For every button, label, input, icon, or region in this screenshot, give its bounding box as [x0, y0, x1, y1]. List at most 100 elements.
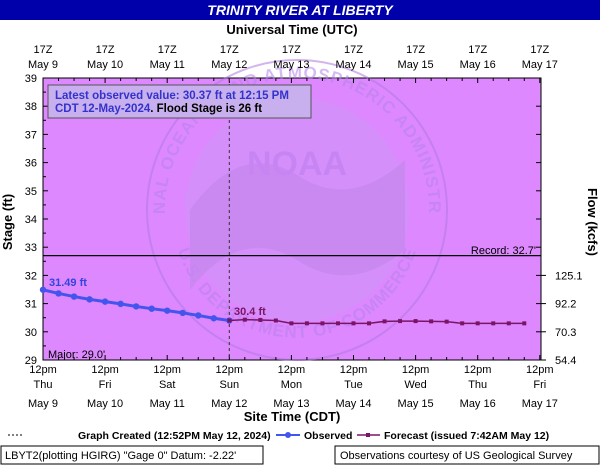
bottom-tick-time: 12pm [340, 364, 368, 376]
bottom-axis-title: Site Time (CDT) [244, 409, 341, 424]
bottom-tick-day: Wed [404, 379, 426, 391]
latest-value-date: CDT 12-May-2024 [55, 103, 151, 115]
forecast-point [227, 318, 232, 323]
observed-point [164, 307, 171, 314]
observed-point [70, 293, 78, 300]
record-label: Record: 32.7' [471, 245, 536, 257]
forecast-point [320, 321, 325, 326]
forecast-point [460, 321, 465, 326]
legend-forecast-marker [366, 433, 370, 437]
top-tick-date: May 12 [211, 59, 247, 71]
bottom-tick-date: May 15 [398, 398, 434, 410]
observed-end-label: 30.4 ft [234, 306, 266, 318]
flood-stage-text: . Flood Stage is 26 ft [150, 103, 262, 115]
observed-point [148, 305, 155, 312]
forecast-point [444, 319, 449, 324]
forecast-point [289, 321, 294, 326]
bottom-tick-day: Thu [468, 379, 487, 391]
forecast-point [367, 321, 372, 326]
stage-tick-label: 29 [25, 355, 37, 367]
tick-labels: 17Z May 9 12pm Thu May 9 17Z May 10 12pm Fri May … [25, 44, 583, 410]
legend-observed: Observed [304, 430, 352, 442]
chart-title: TRINITY RIVER AT LIBERTY [207, 2, 394, 18]
stage-tick-label: 31 [25, 299, 37, 311]
bottom-tick-time: 12pm [29, 364, 57, 376]
bottom-tick-date: May 11 [150, 398, 185, 410]
observed-point [39, 286, 47, 293]
bottom-tick-date: May 10 [87, 398, 123, 410]
legend: Graph Created (12:52PM May 12, 2024) Obs… [8, 430, 549, 442]
observed-point [195, 312, 202, 319]
footer-left-box [0, 445, 264, 465]
observed-start-label: 31.49 ft [49, 277, 87, 289]
top-tick-date: May 16 [460, 59, 496, 71]
bottom-tick-day: Mon [281, 379, 302, 391]
bottom-tick-day: Thu [34, 379, 53, 391]
forecast-point [335, 321, 340, 326]
footer-right-box [334, 445, 600, 465]
bottom-tick-day: Fri [99, 379, 112, 391]
observed-point [55, 290, 62, 297]
top-tick-time: 17Z [468, 44, 487, 56]
bottom-tick-time: 12pm [464, 364, 492, 376]
top-tick-time: 17Z [344, 44, 363, 56]
top-tick-time: 17Z [34, 44, 53, 56]
forecast-point [475, 321, 480, 326]
observed-point [132, 303, 140, 310]
bottom-tick-day: Fri [533, 379, 546, 391]
top-tick-date: May 13 [273, 59, 309, 71]
forecast-point [522, 321, 527, 326]
latest-value-box [47, 84, 312, 119]
forecast-series-line [229, 318, 525, 325]
latest-value-line2: CDT 12-May-2024. Flood Stage is 26 ft [55, 103, 262, 115]
bottom-tick-time: 12pm [526, 364, 554, 376]
top-tick-date: May 17 [522, 59, 558, 71]
stage-tick-label: 39 [25, 73, 37, 85]
forecast-point [382, 319, 387, 324]
stage-tick-label: 38 [25, 101, 37, 113]
top-tick-time: 17Z [220, 44, 239, 56]
footer-datum: LBYT2(plotting HGIRG) "Gage 0" Datum: -2… [5, 450, 236, 462]
bottom-tick-time: 12pm [91, 364, 119, 376]
chart-marks [39, 78, 541, 360]
legend-created: Graph Created (12:52PM May 12, 2024) [78, 430, 271, 442]
bottom-tick-time: 12pm [153, 364, 181, 376]
right-axis-title: Flow (kcfs) [585, 188, 600, 256]
top-tick-time: 17Z [282, 44, 301, 56]
bottom-tick-date: May 12 [211, 398, 247, 410]
major-label: Major: 29.0' [48, 349, 105, 361]
bottom-tick-time: 12pm [278, 364, 306, 376]
forecast-point [304, 321, 309, 326]
bottom-tick-day: Tue [344, 379, 363, 391]
legend-observed-marker [285, 432, 291, 438]
flow-tick-label: 125.1 [555, 270, 583, 282]
bottom-tick-date: May 16 [460, 398, 496, 410]
top-tick-date: May 15 [398, 59, 434, 71]
top-tick-date: May 9 [28, 59, 58, 71]
legend-forecast: Forecast (issued 7:42AM May 12) [384, 430, 549, 442]
top-tick-date: May 14 [335, 59, 371, 71]
latest-value-line1: Latest observed value: 30.37 ft at 12:15… [55, 90, 289, 102]
top-tick-date: May 10 [87, 59, 123, 71]
stage-tick-label: 37 [25, 129, 37, 141]
left-axis-title: Stage (ft) [0, 194, 15, 250]
top-tick-time: 17Z [96, 44, 115, 56]
stage-tick-label: 36 [25, 158, 37, 170]
observed-point [179, 309, 186, 317]
observed-point [117, 300, 124, 308]
top-tick-date: May 11 [150, 59, 185, 71]
forecast-point [242, 317, 247, 322]
stage-tick-label: 30 [25, 327, 37, 339]
observed-point [86, 296, 93, 303]
top-axis-title: Universal Time (UTC) [226, 22, 357, 37]
flow-tick-label: 54.4 [555, 355, 576, 367]
bottom-tick-time: 12pm [216, 364, 244, 376]
observed-point [210, 315, 217, 322]
forecast-point [506, 321, 511, 326]
top-tick-time: 17Z [158, 44, 177, 56]
forecast-point [258, 317, 263, 322]
forecast-point [491, 321, 496, 326]
svg-text:NOAA: NOAA [247, 145, 347, 183]
stage-tick-label: 35 [25, 186, 37, 198]
